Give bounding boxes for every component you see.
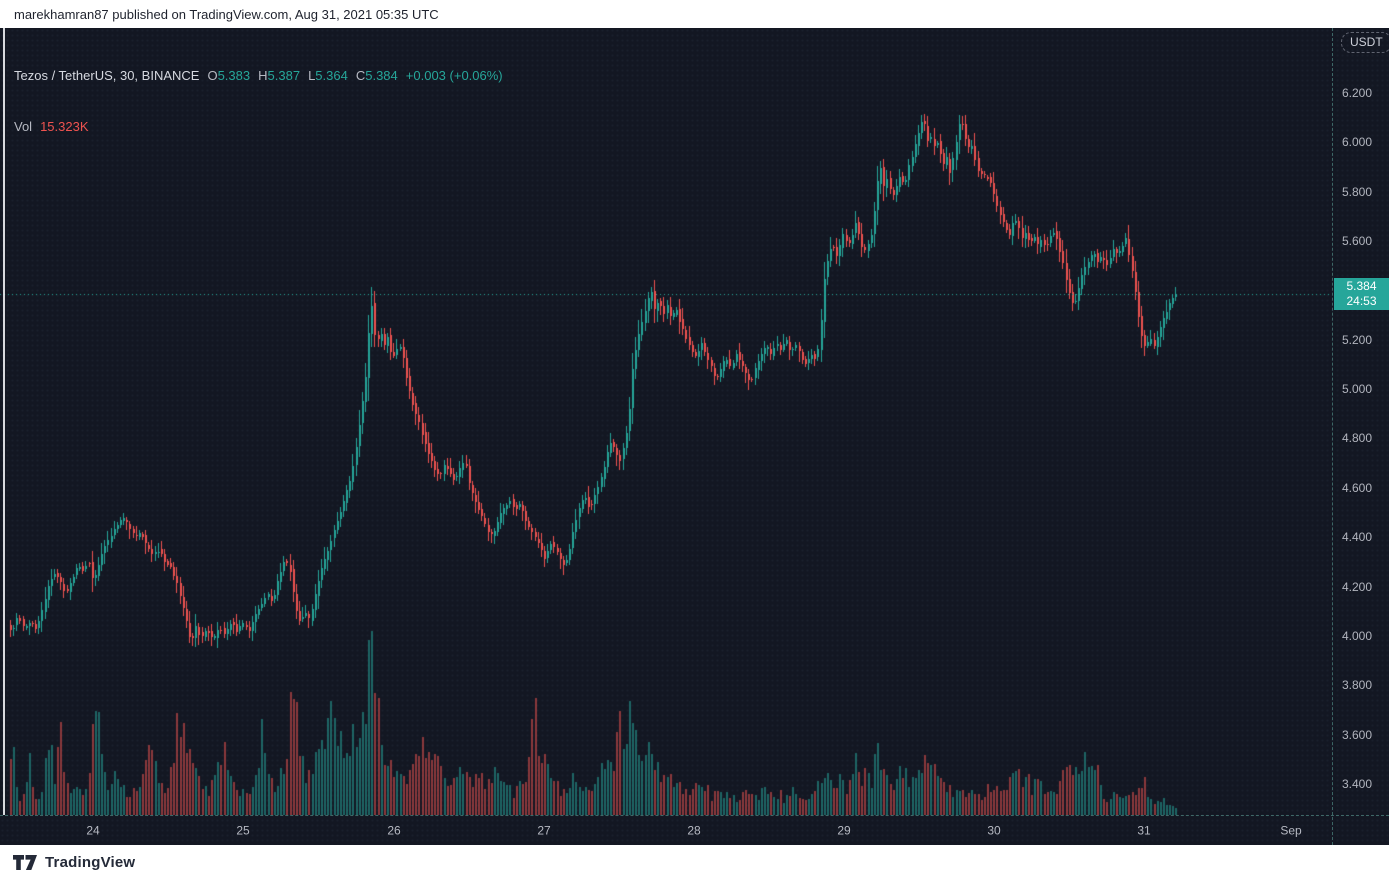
tradingview-brand-text: TradingView [45,854,136,871]
symbol-title: Tezos / TetherUS, 30, BINANCE [14,68,200,83]
attribution-bar: marekhamran87 published on TradingView.c… [0,0,1389,28]
time-tick: 27 [537,822,551,837]
tradingview-logo[interactable]: TradingView [13,854,135,871]
high-label: H [258,68,268,83]
time-tick: 28 [687,822,701,837]
candle-countdown: 24:53 [1346,294,1377,309]
price-tick: 4.600 [1342,480,1373,495]
time-tick: 25 [236,822,250,837]
attribution-text: marekhamran87 published on TradingView.c… [14,6,439,22]
price-tick: 5.200 [1342,332,1373,347]
footer-bar: TradingView [0,845,1389,880]
chart-region: Tezos / TetherUS, 30, BINANCE O 5.383 H 5.38… [0,28,1389,845]
left-edge-line [3,28,5,815]
price-tick: 4.200 [1342,579,1373,594]
high-value: 5.387 [267,68,301,83]
time-tick: 31 [1137,822,1151,837]
price-tick: 6.200 [1342,86,1373,101]
time-tick: Sep [1280,822,1302,837]
last-price-flag: 5.384 24:53 [1334,278,1389,311]
price-tick: 5.800 [1342,184,1373,199]
price-tick: 6.000 [1342,135,1373,150]
last-price-value: 5.384 [1346,279,1377,294]
tradingview-logo-icon [13,855,38,870]
open-label: O [207,68,218,83]
low-label: L [308,68,316,83]
price-tick: 4.400 [1342,530,1373,545]
volume-label: Vol [14,119,33,134]
price-tick: 3.400 [1342,776,1373,791]
close-label: C [355,68,366,83]
price-axis[interactable]: USDT 6.200 6.000 5.800 5.600 5.200 5.000 4.800… [1332,28,1389,845]
price-tick: 3.600 [1342,727,1373,742]
legend-volume-row: Vol 15.323K [14,118,503,135]
chart-legend: Tezos / TetherUS, 30, BINANCE O 5.383 H 5.38… [14,33,503,169]
change-value: +0.003 (+0.06%) [405,68,503,83]
close-value: 5.384 [365,68,398,83]
price-tick: 4.800 [1342,431,1373,446]
time-axis[interactable]: 24 25 26 27 28 29 30 31 Sep [0,815,1389,845]
candlestick-chart[interactable] [0,28,1332,815]
time-tick: 29 [837,822,851,837]
time-tick: 26 [387,822,401,837]
legend-symbol-row: Tezos / TetherUS, 30, BINANCE O 5.383 H 5.38… [14,67,503,84]
price-tick: 5.000 [1342,382,1373,397]
price-tick: 4.000 [1342,628,1373,643]
low-value: 5.364 [315,68,348,83]
volume-value: 15.323K [40,119,89,134]
currency-toggle-button[interactable]: USDT [1341,32,1389,53]
open-value: 5.383 [217,68,251,83]
price-tick: 3.800 [1342,678,1373,693]
time-tick: 30 [987,822,1001,837]
time-tick: 24 [86,822,100,837]
price-tick: 5.600 [1342,234,1373,249]
